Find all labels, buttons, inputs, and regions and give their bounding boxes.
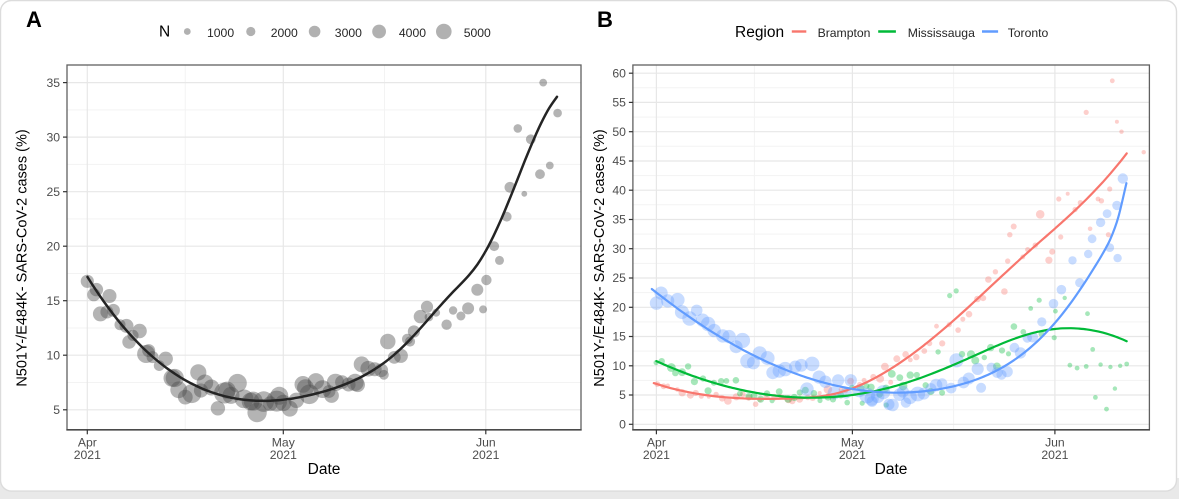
svg-text:30: 30 [46, 130, 60, 144]
svg-text:15: 15 [612, 330, 626, 344]
svg-text:2021: 2021 [1041, 448, 1068, 462]
svg-text:3000: 3000 [335, 26, 362, 40]
svg-text:5: 5 [619, 388, 626, 402]
svg-text:35: 35 [46, 76, 60, 90]
svg-text:Jun: Jun [1045, 435, 1065, 449]
svg-text:2021: 2021 [643, 448, 670, 462]
svg-text:30: 30 [612, 242, 626, 256]
svg-text:Region: Region [735, 24, 784, 41]
svg-text:May: May [841, 435, 865, 449]
svg-text:60: 60 [612, 66, 626, 80]
svg-text:15: 15 [46, 294, 60, 308]
svg-text:25: 25 [612, 271, 626, 285]
svg-text:A: A [26, 7, 42, 32]
svg-text:10: 10 [46, 348, 60, 362]
svg-text:2021: 2021 [839, 448, 866, 462]
svg-text:4000: 4000 [399, 26, 426, 40]
svg-text:55: 55 [612, 96, 626, 110]
svg-text:N501Y-/E484K- SARS-CoV-2 cases: N501Y-/E484K- SARS-CoV-2 cases (%) [592, 129, 608, 386]
svg-text:1000: 1000 [207, 26, 234, 40]
svg-text:45: 45 [612, 154, 626, 168]
svg-text:10: 10 [612, 359, 626, 373]
svg-text:20: 20 [612, 301, 626, 315]
svg-text:Jun: Jun [476, 435, 496, 449]
svg-text:2000: 2000 [271, 26, 298, 40]
svg-text:35: 35 [612, 213, 626, 227]
svg-text:2021: 2021 [74, 448, 101, 462]
svg-text:Mississauga: Mississauga [908, 26, 975, 40]
svg-text:Brampton: Brampton [818, 26, 871, 40]
svg-text:50: 50 [612, 125, 626, 139]
svg-text:2021: 2021 [270, 448, 297, 462]
svg-text:B: B [597, 7, 613, 32]
svg-text:25: 25 [46, 185, 60, 199]
svg-text:N: N [159, 24, 170, 41]
svg-text:2021: 2021 [472, 448, 499, 462]
svg-text:5: 5 [53, 403, 60, 417]
svg-text:Toronto: Toronto [1008, 26, 1049, 40]
svg-text:N501Y-/E484K- SARS-CoV-2 cases: N501Y-/E484K- SARS-CoV-2 cases (%) [15, 129, 31, 386]
svg-text:Date: Date [875, 461, 908, 478]
svg-text:5000: 5000 [464, 26, 491, 40]
svg-text:May: May [272, 435, 296, 449]
svg-text:0: 0 [619, 418, 626, 432]
svg-text:40: 40 [612, 183, 626, 197]
svg-text:Apr: Apr [78, 435, 97, 449]
svg-text:Date: Date [308, 461, 341, 478]
svg-text:Apr: Apr [647, 435, 666, 449]
svg-text:20: 20 [46, 239, 60, 253]
